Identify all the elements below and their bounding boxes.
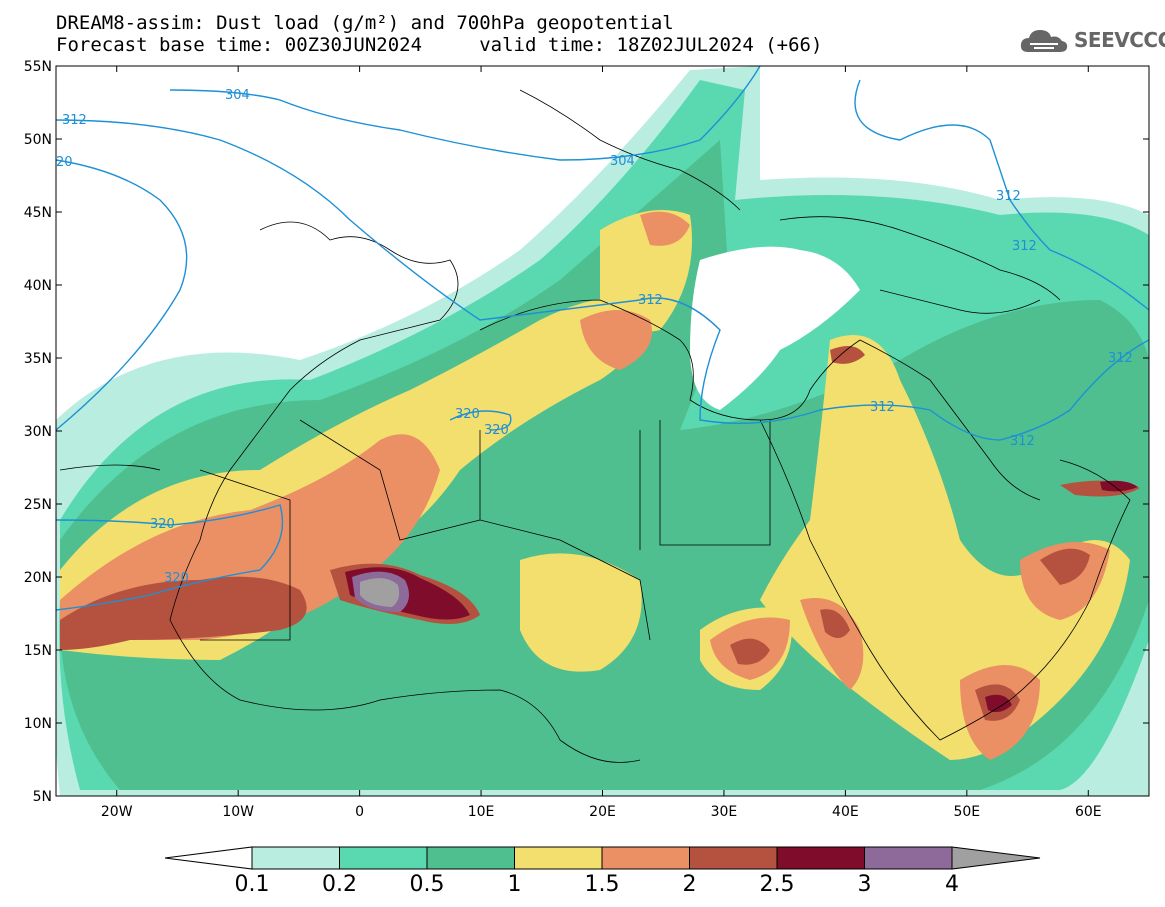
- coastlines: [59, 89, 1131, 763]
- colorbar-label: 0.2: [322, 872, 357, 897]
- contour-label: 312: [996, 189, 1021, 204]
- lon-tick-label: 50E: [953, 804, 980, 820]
- contour-label: 320: [164, 571, 189, 586]
- colorbar-swatch: [689, 846, 778, 870]
- colorbar-label: 4: [945, 872, 959, 897]
- contour-label: 312: [1010, 434, 1035, 449]
- lat-tick-label: 25N: [24, 497, 52, 513]
- lon-tick-label: 30E: [711, 804, 738, 820]
- cloud-icon: [1020, 30, 1068, 52]
- contour-label: 312: [1012, 239, 1037, 254]
- dust-2: [60, 576, 307, 650]
- contour-label: 312: [638, 293, 663, 308]
- colorbar-label: 3: [858, 872, 872, 897]
- contour-label: 320: [484, 423, 509, 438]
- colorbar-swatch: [251, 846, 340, 870]
- contour-label: 312: [870, 400, 895, 415]
- lon-tick-label: 60E: [1075, 804, 1102, 820]
- colorbar-label: 1: [508, 872, 522, 897]
- contour-labels: 312 304 20 312 304 312 312 312 312 320 3…: [56, 88, 1133, 586]
- contour-label: 312: [62, 113, 87, 128]
- colorbar: 0.1 0.2 0.5 1 1.5 2 2.5 3 4: [164, 846, 1041, 897]
- geopotential-contours: [56, 66, 1149, 611]
- lat-tick-label: 40N: [24, 278, 52, 294]
- lon-tick-label: 20E: [589, 804, 616, 820]
- dust-4: [360, 578, 400, 607]
- lon-axis: 20W 10W 0 10E 20E 30E 40E 50E 60E: [101, 66, 1102, 820]
- colorbar-swatch: [514, 846, 603, 870]
- lat-tick-label: 50N: [24, 132, 52, 148]
- colorbar-swatch: [864, 846, 953, 870]
- lat-tick-label: 45N: [24, 205, 52, 221]
- lat-tick-label: 35N: [24, 351, 52, 367]
- colorbar-label: 1.5: [585, 872, 620, 897]
- lon-tick-label: 40E: [832, 804, 859, 820]
- lat-tick-label: 20N: [24, 570, 52, 586]
- contour-label: 304: [610, 154, 635, 169]
- colorbar-swatch: [339, 846, 428, 870]
- contour-label: 304: [225, 88, 250, 103]
- lat-tick-label: 55N: [24, 59, 52, 75]
- lon-tick-label: 10W: [222, 804, 254, 820]
- colorbar-swatch: [426, 846, 515, 870]
- contour-label: 320: [455, 407, 480, 422]
- lat-tick-label: 15N: [24, 643, 52, 659]
- colorbar-arrow-high: [951, 846, 1041, 870]
- chart-title: DREAM8-assim: Dust load (g/m²) and 700hP…: [56, 12, 674, 34]
- colorbar-label: 2.5: [760, 872, 795, 897]
- lon-tick-label: 0: [355, 804, 364, 820]
- lon-tick-label: 20W: [101, 804, 133, 820]
- logo-text: SEEVCCC: [1074, 28, 1165, 52]
- lat-tick-label: 5N: [33, 789, 52, 805]
- chart-subtitle: Forecast base time: 00Z30JUN2024 valid t…: [56, 34, 823, 56]
- seevccc-logo: SEEVCCC: [1018, 26, 1165, 56]
- colorbar-label: 0.1: [235, 872, 270, 897]
- colorbar-label: 2: [683, 872, 697, 897]
- colorbar-arrow-low: [164, 846, 253, 870]
- colorbar-label: 0.5: [410, 872, 445, 897]
- contour-label: 320: [150, 517, 175, 532]
- lat-tick-label: 10N: [24, 716, 52, 732]
- lat-tick-label: 30N: [24, 424, 52, 440]
- colorbar-swatch: [776, 846, 865, 870]
- colorbar-swatch: [601, 846, 690, 870]
- lat-axis: 55N 50N 45N 40N 35N 30N 25N 20N 15N 10N 5N: [24, 59, 1149, 805]
- contour-label: 20: [56, 155, 73, 170]
- lon-tick-label: 10E: [468, 804, 495, 820]
- contour-label: 312: [1108, 351, 1133, 366]
- dust-field: [56, 66, 1149, 796]
